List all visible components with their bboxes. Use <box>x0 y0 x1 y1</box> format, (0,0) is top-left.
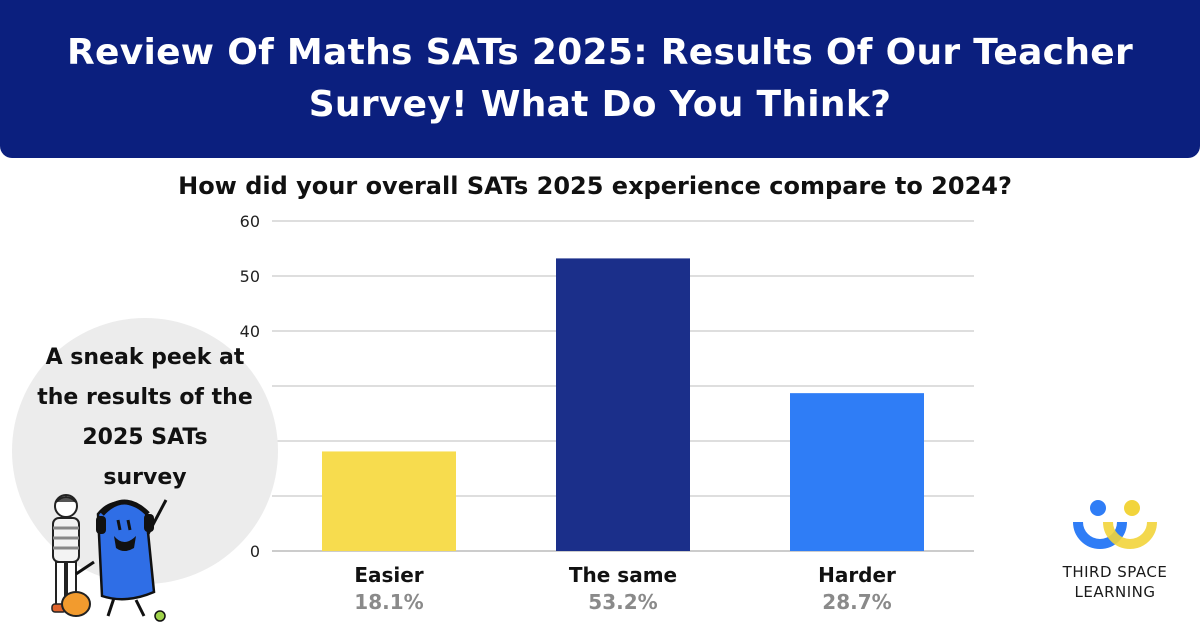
mascot-illustration <box>51 494 168 622</box>
logo-text-line1: THIRD SPACE <box>1062 563 1168 581</box>
callout-line: the results of the <box>37 385 253 410</box>
callout-line: A sneak peek at <box>45 345 245 370</box>
y-tick-label: 50 <box>240 267 260 286</box>
logo-text-line2: LEARNING <box>1074 583 1156 601</box>
header-banner: Review Of Maths SATs 2025: Results Of Ou… <box>0 0 1200 158</box>
page-title: Review Of Maths SATs 2025: Results Of Ou… <box>66 32 1134 125</box>
data-label: 53.2% <box>588 590 657 614</box>
third-space-learning-logo-icon <box>1073 500 1157 549</box>
bar <box>790 393 924 551</box>
bar <box>322 451 456 551</box>
y-tick-label: 40 <box>240 322 260 341</box>
y-tick-label: 60 <box>240 212 260 231</box>
data-label: 18.1% <box>354 590 423 614</box>
blue-character-icon <box>75 499 168 622</box>
y-tick-label: 0 <box>250 542 260 561</box>
x-tick-label: Harder <box>818 563 896 587</box>
chart-title: How did your overall SATs 2025 experienc… <box>178 172 1012 200</box>
bar <box>556 258 690 551</box>
x-tick-label: Easier <box>354 563 423 587</box>
callout-text: A sneak peek at the results of the 2025 … <box>24 338 266 498</box>
callout-line: 2025 SATs <box>82 425 208 450</box>
callout-line: survey <box>103 465 187 490</box>
child-figure-icon <box>51 494 91 617</box>
data-label: 28.7% <box>822 590 891 614</box>
brand-logo: THIRD SPACE LEARNING <box>1040 496 1190 602</box>
x-tick-label: The same <box>569 563 677 587</box>
